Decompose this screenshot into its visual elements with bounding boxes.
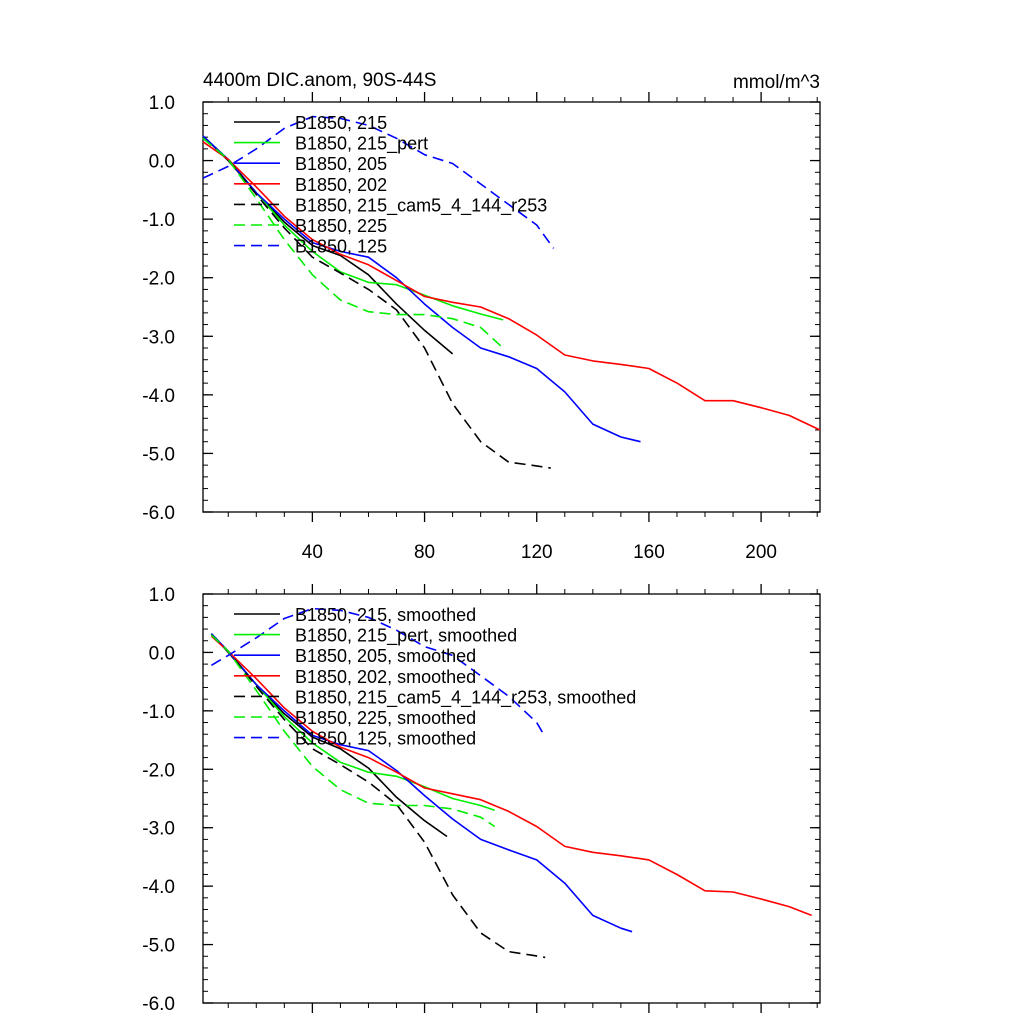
y-tick-label: 0.0 [149,152,175,173]
y-tick-label: -6.0 [142,994,175,1015]
y-tick-label: -6.0 [142,503,175,524]
legend-label: B1850, 215_cam5_4_144_r253, smoothed [295,687,636,708]
series-line [202,137,504,349]
y-tick-label: 1.0 [149,93,175,114]
legend-label: B1850, 215, smoothed [295,605,476,625]
legend-label: B1850, 215_pert, smoothed [295,626,517,647]
plot-frame [202,101,821,513]
top-chart-panel: 1.0 0.0 -1.0 -2.0 -3.0 -4.0 -5.0 -6.0 40 80 120 160… [142,70,821,563]
series-line [202,137,551,469]
y-tick-label: -1.0 [142,702,175,723]
x-tick-label: 40 [302,542,323,563]
series-line [210,634,546,959]
x-tick-label: 120 [521,542,553,563]
legend-label: B1850, 225, smoothed [295,708,476,728]
legend-label: B1850, 202 [295,175,387,195]
y-tick-label: -2.0 [142,269,175,290]
y-tick-label: -2.0 [142,760,175,781]
legend-label: B1850, 125, smoothed [295,729,476,749]
y-tick-label: -3.0 [142,819,175,840]
y-tick-label: -5.0 [142,444,175,465]
y-tick-label: -1.0 [142,210,175,231]
legend-label: B1850, 215_cam5_4_144_r253 [295,195,547,216]
legend-label: B1850, 205 [295,154,387,174]
x-tick-label: 160 [633,542,665,563]
chart-units: mmol/m^3 [733,72,820,93]
legend-label: B1850, 202, smoothed [295,667,476,687]
y-tick-label: -3.0 [142,327,175,348]
series-line [210,633,633,933]
legend-label: B1850, 225 [295,216,387,236]
series-line [202,141,821,431]
bottom-chart-panel: 1.0 0.0 -1.0 -2.0 -3.0 -4.0 -5.0 -6.0 B1850, 215… [142,584,821,1015]
y-tick-label: 0.0 [149,643,175,664]
legend-label: B1850, 215_pert [295,134,428,155]
y-tick-label: -5.0 [142,936,175,957]
x-tick-label: 200 [745,542,777,563]
legend-label: B1850, 215 [295,113,387,133]
x-tick-label: 80 [414,542,435,563]
legend-label: B1850, 205, smoothed [295,646,476,666]
series-line [202,135,641,443]
y-tick-label: 1.0 [149,585,175,606]
y-tick-label: -4.0 [142,877,175,898]
series-line [210,635,812,917]
chart-title: 4400m DIC.anom, 90S-44S [203,70,436,91]
series-line [210,634,496,828]
legend-label: B1850, 125 [295,237,387,257]
plot-frame [202,593,821,1004]
y-tick-label: -4.0 [142,386,175,407]
